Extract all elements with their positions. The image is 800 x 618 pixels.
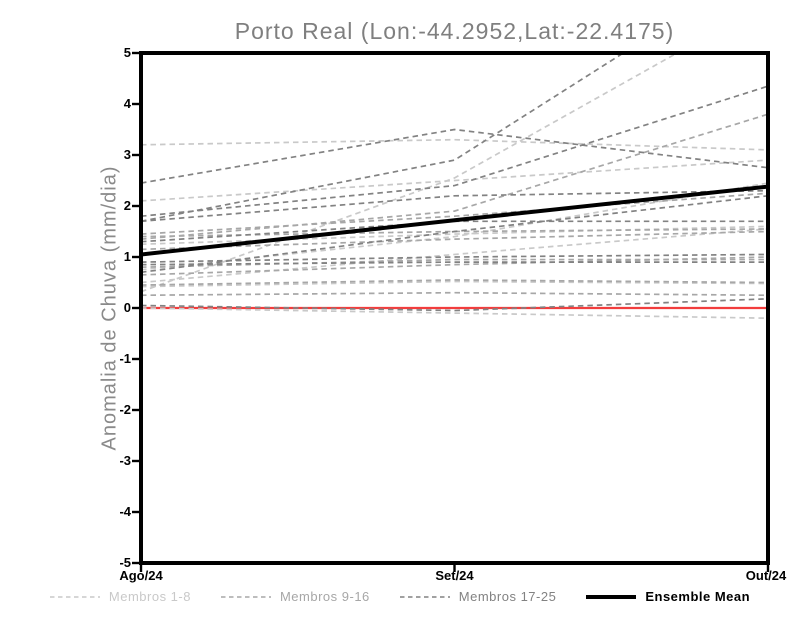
dashed-line-sample — [399, 595, 450, 598]
ensemble-member-line — [141, 228, 768, 238]
x-tick-label: Out/24 — [745, 568, 787, 583]
ensemble-member-line — [141, 159, 768, 202]
ensemble-member-line — [141, 53, 625, 223]
ensemble-member-line — [141, 297, 768, 312]
ensemble-member-line — [141, 192, 768, 235]
y-tick-label: -5 — [119, 555, 131, 570]
dashed-line-sample — [220, 595, 271, 598]
x-tick-label: Ago/24 — [119, 568, 163, 583]
ensemble-member-line — [141, 279, 768, 286]
ensemble-member-line — [141, 53, 679, 293]
y-tick-label: -2 — [119, 402, 131, 417]
ensemble-member-line — [141, 85, 768, 218]
legend-label: Membros 1-8 — [108, 589, 191, 604]
x-tick-label: Set/24 — [435, 568, 474, 583]
data-lines — [141, 53, 768, 320]
chart-title: Porto Real (Lon:-44.2952,Lat:-22.4175) — [234, 18, 675, 44]
y-tick-label: 4 — [123, 96, 131, 111]
y-tick-label: 3 — [123, 147, 131, 162]
ensemble-member-line — [141, 194, 768, 274]
legend-item-membros-17-25: Membros 17-25 — [399, 589, 557, 604]
plot-frame — [139, 51, 770, 565]
ensemble-member-line — [141, 280, 768, 288]
y-tick-label: -3 — [119, 453, 131, 468]
legend: Membros 1-8 Membros 9-16 Membros 17-25 E… — [0, 589, 800, 604]
ensemble-member-line — [141, 307, 768, 320]
ensemble-member-line — [141, 228, 768, 284]
ensemble-member-line — [141, 128, 768, 184]
legend-label: Membros 17-25 — [458, 589, 557, 604]
dashed-line-sample — [49, 595, 100, 598]
ensemble-member-line — [141, 261, 768, 266]
ensemble-member-line — [141, 138, 768, 151]
ensemble-member-line — [141, 230, 768, 251]
legend-item-membros-9-16: Membros 9-16 — [220, 589, 370, 604]
ensemble-member-line — [141, 291, 768, 297]
legend-label: Ensemble Mean — [645, 589, 751, 604]
y-tick-label: 5 — [123, 45, 131, 60]
solid-line-sample — [586, 594, 637, 599]
y-tick-label: 0 — [123, 300, 131, 315]
legend-label: Membros 9-16 — [279, 589, 370, 604]
y-tick-label: -1 — [119, 351, 131, 366]
ensemble-member-line — [141, 253, 768, 263]
y-tick-label: 2 — [123, 198, 131, 213]
ensemble-member-line — [141, 189, 768, 223]
ensemble-member-line — [141, 258, 768, 269]
ensemble-member-line — [141, 113, 768, 240]
y-tick-label: 1 — [123, 249, 131, 264]
y-tick-label: -4 — [119, 504, 131, 519]
legend-item-ensemble-mean: Ensemble Mean — [586, 589, 750, 604]
ensemble-member-line — [141, 256, 768, 276]
legend-item-membros-1-8: Membros 1-8 — [49, 589, 191, 604]
ensemble-mean-line — [141, 184, 768, 257]
